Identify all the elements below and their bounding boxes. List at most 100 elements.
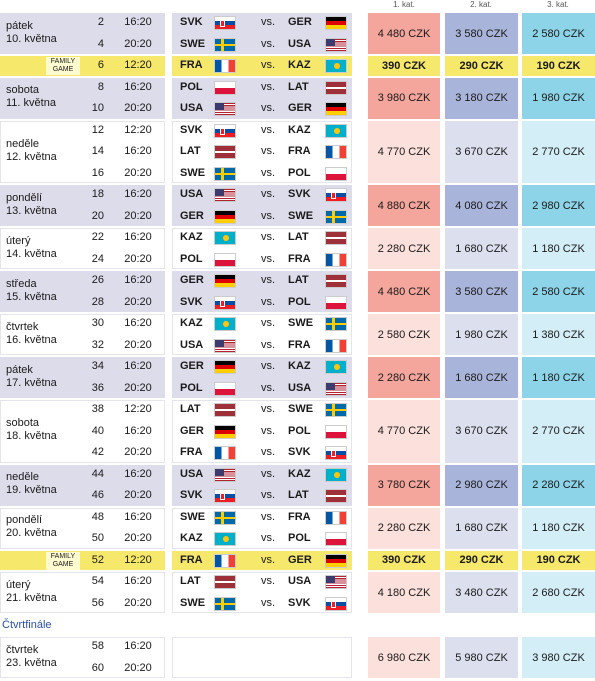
team-cell: [172, 77, 352, 119]
day-name: úterý: [6, 234, 31, 247]
flag: [214, 381, 236, 396]
match-time: 16:20: [124, 510, 152, 523]
vs-label: vs.: [260, 510, 276, 523]
vs-label: vs.: [260, 381, 276, 394]
flag: [214, 553, 236, 568]
home-team: FRA: [180, 553, 203, 566]
match-number: 22: [91, 231, 104, 243]
day-name: pondělí: [6, 514, 43, 526]
away-team: POL: [288, 424, 311, 437]
home-team: LAT: [180, 403, 201, 415]
vs-label: vs.: [260, 252, 276, 265]
day-cell: [0, 400, 165, 463]
vs-label: vs.: [260, 274, 276, 286]
flag-part: [220, 20, 225, 27]
day-label: čtvrtek 16. května: [6, 321, 57, 347]
home-team: LAT: [180, 575, 201, 587]
vs-label: vs.: [260, 145, 276, 157]
flag: [325, 532, 347, 546]
flag: [214, 532, 236, 546]
flag-part: [215, 103, 224, 110]
flag: [214, 575, 236, 589]
flag: [325, 274, 347, 288]
match-number: 30: [91, 317, 104, 329]
day-cell: [0, 507, 165, 549]
flag-part: [221, 167, 224, 180]
price-cell: 2 280 CZK: [368, 357, 440, 398]
match-number: 32: [91, 338, 104, 351]
day-name: sobota: [6, 84, 40, 96]
vs-label: vs.: [260, 553, 276, 566]
vs-label: vs.: [260, 80, 276, 93]
price-cell: 390 CZK: [368, 550, 440, 570]
flag-part: [331, 450, 336, 457]
team-cell: [172, 637, 352, 678]
flag: [325, 80, 347, 95]
day-date: 10. května: [6, 32, 57, 45]
day-label: středa 15. května: [6, 278, 57, 304]
home-team: SWE: [180, 37, 206, 50]
match-number: 8: [97, 80, 104, 93]
price-cell: 2 280 CZK: [368, 507, 440, 549]
vs-label: vs.: [260, 295, 276, 308]
flag: [214, 446, 236, 460]
match-time: 20:20: [124, 252, 152, 265]
flag: [214, 145, 236, 159]
match-number: 38: [91, 403, 104, 415]
match-time: 16:20: [124, 360, 152, 372]
price-cell: 3 980 CZK: [368, 77, 440, 119]
match-number: 52: [91, 553, 104, 566]
day-date: 15. května: [6, 290, 57, 303]
match-number: 56: [91, 596, 104, 609]
day-label: úterý 21. května: [6, 579, 57, 605]
day-cell: [0, 314, 165, 355]
match-time: 20:20: [124, 295, 152, 308]
day-label: úterý 14. května: [6, 235, 57, 261]
match-time: 16:20: [124, 467, 152, 480]
flag: [325, 59, 347, 73]
day-cell: [0, 185, 165, 226]
day-name: pondělí: [6, 191, 43, 204]
flag: [325, 166, 347, 181]
price-cell: 3 180 CZK: [445, 77, 518, 119]
flag: [325, 553, 347, 568]
away-team: KAZ: [288, 360, 311, 372]
match-number: 16: [91, 166, 104, 179]
match-time: 20:20: [124, 338, 152, 351]
flag: [214, 274, 236, 288]
home-team: KAZ: [180, 317, 203, 329]
price-cell: 2 280 CZK: [368, 228, 440, 269]
flag: [214, 166, 236, 181]
flag: [214, 338, 236, 353]
flag-part: [221, 38, 224, 51]
price-cell: 1 980 CZK: [445, 314, 518, 355]
flag: [214, 295, 236, 310]
home-team: FRA: [180, 446, 203, 458]
team-cell: [172, 507, 352, 549]
match-time: 20:20: [124, 37, 152, 50]
flag-part: [223, 536, 229, 542]
flag: [325, 424, 347, 439]
flag: [325, 145, 347, 159]
home-team: SWE: [180, 166, 206, 179]
price-cell: 2 770 CZK: [522, 400, 595, 463]
match-number: 14: [91, 145, 104, 157]
flag: [325, 489, 347, 503]
flag-part: [332, 404, 335, 416]
flag: [325, 102, 347, 116]
home-team: KAZ: [180, 532, 203, 544]
price-cell: 1 180 CZK: [522, 228, 595, 269]
flag: [214, 596, 236, 611]
away-team: USA: [288, 381, 312, 394]
price-cell: 290 CZK: [445, 550, 518, 570]
away-team: SWE: [288, 317, 314, 329]
flag: [214, 102, 236, 116]
team-cell: [172, 228, 352, 269]
flag: [325, 188, 347, 202]
column-header: 2. kat.: [470, 0, 492, 9]
day-label: sobota 11. května: [6, 84, 56, 110]
price-cell: 2 770 CZK: [522, 120, 595, 183]
flag: [214, 317, 236, 331]
price-cell: 3 980 CZK: [522, 637, 595, 678]
vs-label: vs.: [260, 231, 276, 243]
